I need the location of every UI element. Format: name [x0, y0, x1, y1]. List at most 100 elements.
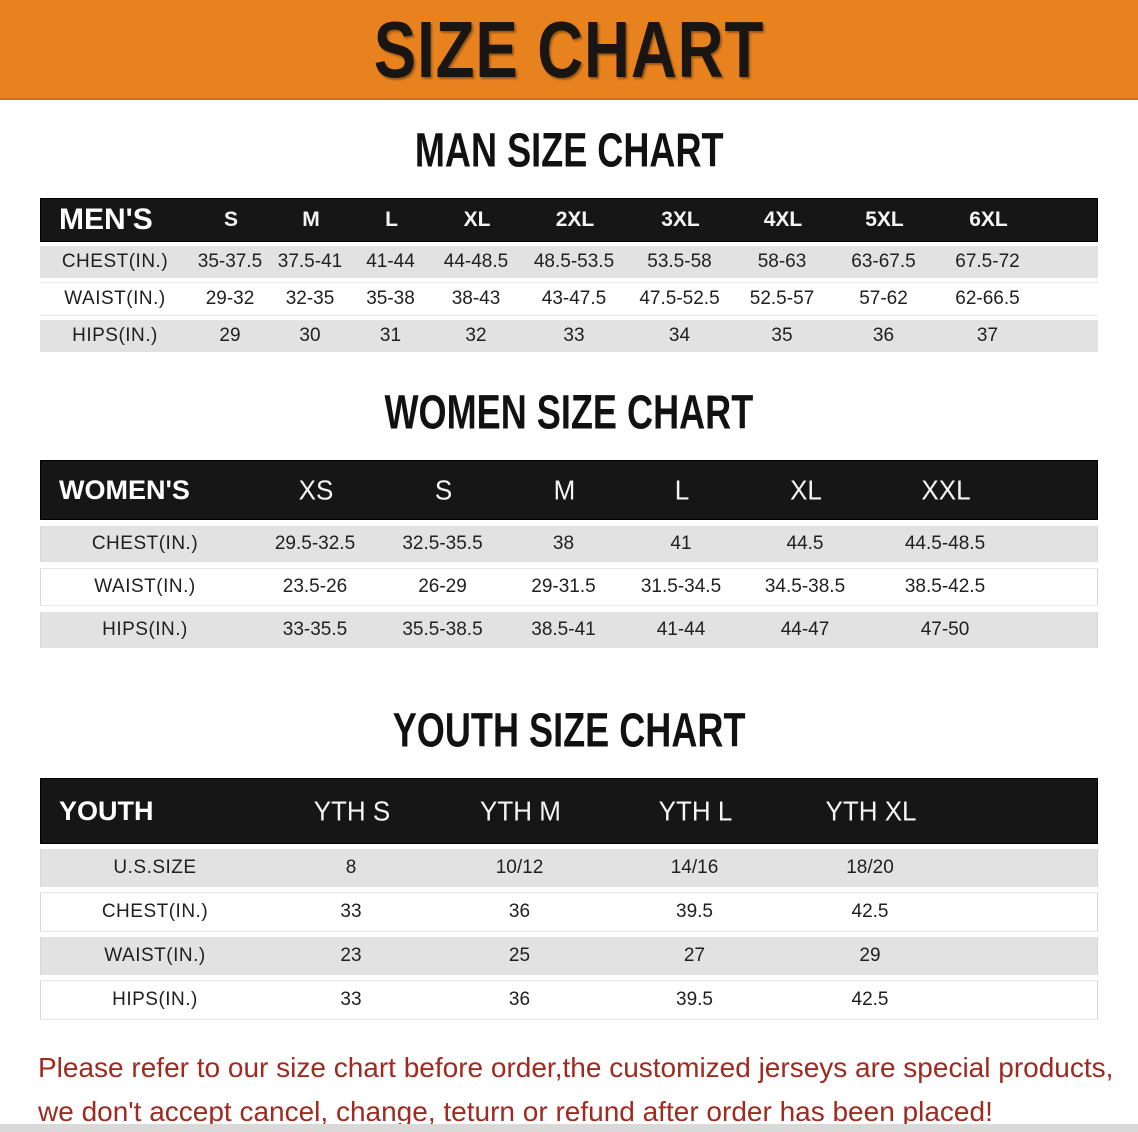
size-col-header: L	[674, 473, 690, 506]
size-cell: 25	[508, 945, 531, 966]
table-row: U.S.SIZE 8 10/12 14/16 18/20	[40, 849, 1098, 887]
size-cell: 35-37.5	[197, 251, 263, 272]
size-col-header: YTH L	[658, 794, 733, 827]
size-cell: 26-29	[418, 576, 467, 597]
size-col-header: YTH XL	[825, 794, 917, 827]
size-col-header: 5XL	[865, 208, 904, 231]
disclaimer: Please refer to our size chart before or…	[38, 1050, 1138, 1130]
women-section-title: WOMEN SIZE CHART	[384, 385, 754, 440]
size-cell: 53.5-58	[647, 251, 712, 272]
youth-header-label: YOUTH	[59, 795, 154, 826]
size-cell: 42.5	[851, 989, 889, 1010]
size-cell: 33-35.5	[282, 619, 348, 640]
row-label: CHEST(IN.)	[91, 533, 199, 554]
size-cell: 58-63	[757, 251, 807, 272]
banner-title: SIZE CHART	[373, 4, 765, 94]
size-cell: 35-38	[366, 288, 415, 309]
size-cell: 47-50	[920, 619, 970, 640]
size-cell: 44.5	[786, 533, 824, 554]
size-cell: 38.5-42.5	[904, 576, 986, 597]
size-cell: 36	[508, 989, 531, 1010]
table-row: HIPS(IN.) 33-35.5 35.5-38.5 38.5-41 41-4…	[40, 612, 1098, 648]
size-cell: 44-47	[780, 619, 830, 640]
size-cell: 41	[670, 533, 692, 554]
size-cell: 42.5	[851, 901, 889, 922]
mens-header-label: MEN'S	[59, 203, 153, 236]
table-row: CHEST(IN.) 29.5-32.5 32.5-35.5 38 41 44.…	[40, 526, 1098, 562]
size-cell: 10/12	[495, 857, 544, 878]
size-cell: 35.5-38.5	[402, 619, 483, 640]
size-cell: 32-35	[285, 288, 335, 309]
size-col-header: 3XL	[661, 208, 700, 231]
size-cell: 37	[976, 325, 999, 346]
size-col-header: YTH M	[480, 794, 561, 827]
womens-table-header: WOMEN'S XS S M L XL XXL	[40, 460, 1098, 520]
size-col-header: 4XL	[763, 208, 803, 231]
size-cell: 18/20	[846, 857, 894, 878]
size-cell: 48.5-53.5	[533, 251, 615, 272]
size-col-header: M	[553, 473, 576, 506]
size-cell: 62-66.5	[955, 288, 1020, 309]
womens-header-label: WOMEN'S	[59, 474, 190, 505]
size-cell: 29-32	[205, 288, 255, 309]
size-cell: 8	[345, 857, 357, 878]
size-cell: 23	[340, 945, 362, 966]
size-col-header: XXL	[921, 473, 971, 506]
size-cell: 36	[508, 901, 531, 922]
row-label: HIPS(IN.)	[112, 989, 198, 1010]
size-cell: 33	[340, 901, 362, 922]
size-col-header: YTH S	[313, 794, 391, 827]
size-cell: 39.5	[676, 989, 713, 1010]
row-label: WAIST(IN.)	[104, 945, 206, 966]
size-cell: 36	[872, 325, 895, 346]
size-cell: 29	[219, 325, 241, 346]
size-cell: 32.5-35.5	[402, 533, 483, 554]
size-cell: 14/16	[670, 857, 719, 878]
size-col-header: L	[385, 208, 398, 231]
womens-size-table: WOMEN'S XS S M L XL XXL CHEST(IN.) 29.5-…	[40, 460, 1098, 648]
size-cell: 31	[379, 325, 402, 346]
row-label: HIPS(IN.)	[102, 619, 188, 640]
size-cell: 38-43	[451, 288, 501, 309]
table-row: WAIST(IN.) 23.5-26 26-29 29-31.5 31.5-34…	[40, 568, 1098, 606]
size-cell: 43-47.5	[541, 288, 607, 309]
size-cell: 52.5-57	[749, 288, 815, 309]
table-row: CHEST(IN.) 33 36 39.5 42.5	[40, 892, 1098, 932]
size-cell: 41-44	[366, 251, 415, 272]
size-cell: 31.5-34.5	[640, 576, 722, 597]
mens-table-header: MEN'S S M L XL 2XL 3XL 4XL 5XL 6XL	[40, 198, 1098, 242]
size-cell: 67.5-72	[955, 251, 1020, 272]
row-label: U.S.SIZE	[113, 857, 197, 878]
size-col-header: 6XL	[969, 208, 1008, 231]
youth-section-title: YOUTH SIZE CHART	[392, 703, 746, 758]
size-cell: 23.5-26	[282, 576, 348, 597]
row-label: HIPS(IN.)	[72, 325, 158, 346]
man-section-title: MAN SIZE CHART	[414, 123, 724, 178]
row-label: WAIST(IN.)	[64, 288, 166, 309]
table-row: WAIST(IN.) 23 25 27 29	[40, 937, 1098, 975]
bottom-strip	[0, 1124, 1138, 1132]
table-row: HIPS(IN.) 33 36 39.5 42.5	[40, 980, 1098, 1020]
size-cell: 29	[859, 945, 881, 966]
youth-size-table: YOUTH YTH S YTH M YTH L YTH XL U.S.SIZE …	[40, 778, 1098, 1020]
size-col-header: XL	[463, 208, 491, 231]
size-col-header: XL	[790, 473, 822, 506]
table-row: CHEST(IN.) 35-37.5 37.5-41 41-44 44-48.5…	[40, 246, 1098, 278]
size-cell: 30	[299, 325, 321, 346]
size-cell: 27	[683, 945, 706, 966]
size-cell: 35	[771, 325, 793, 346]
size-cell: 33	[563, 325, 585, 346]
size-col-header: XS	[298, 473, 334, 506]
size-cell: 33	[340, 989, 362, 1010]
size-cell: 44-48.5	[443, 251, 509, 272]
size-cell: 38	[552, 533, 575, 554]
size-cell: 38.5-41	[531, 619, 596, 640]
size-cell: 34.5-38.5	[764, 576, 846, 597]
size-cell: 57-62	[859, 288, 908, 309]
size-cell: 44.5-48.5	[904, 533, 986, 554]
size-col-header: S	[223, 208, 238, 231]
table-row: HIPS(IN.) 29 30 31 32 33 34 35 36 37	[40, 320, 1098, 352]
size-col-header: S	[434, 473, 453, 506]
size-cell: 34	[668, 325, 691, 346]
size-cell: 32	[465, 325, 487, 346]
